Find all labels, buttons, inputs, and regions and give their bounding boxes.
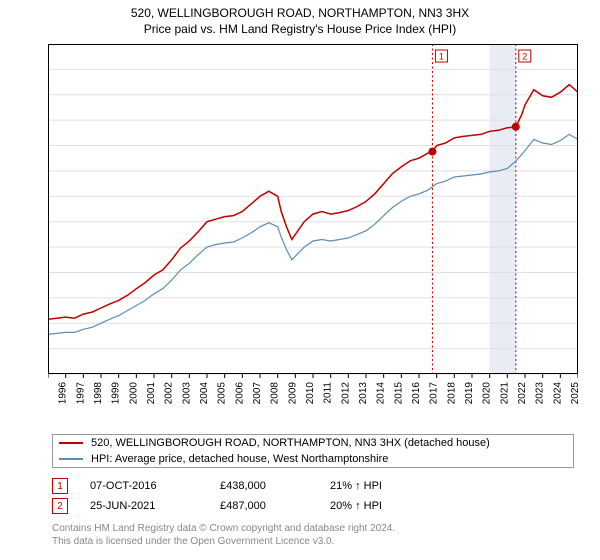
svg-text:2015: 2015 [393,382,404,405]
svg-text:2020: 2020 [482,382,493,405]
legend-swatch [59,458,83,460]
svg-text:2023: 2023 [535,382,546,405]
svg-text:2002: 2002 [164,382,175,405]
marker-date: 07-OCT-2016 [90,480,220,492]
svg-text:2025: 2025 [570,382,578,405]
svg-text:2024: 2024 [552,382,563,405]
marker-date: 25-JUN-2021 [90,500,220,512]
svg-text:1: 1 [439,52,444,62]
svg-text:2012: 2012 [340,382,351,405]
marker-price: £438,000 [220,480,330,492]
svg-text:2000: 2000 [128,382,139,405]
legend-row: HPI: Average price, detached house, West… [53,451,573,467]
copyright-line1: Contains HM Land Registry data © Crown c… [52,522,395,535]
svg-text:2008: 2008 [270,382,281,405]
svg-text:1995: 1995 [48,382,51,405]
svg-text:1997: 1997 [75,382,86,405]
copyright: Contains HM Land Registry data © Crown c… [52,522,395,548]
svg-text:2005: 2005 [217,382,228,405]
svg-text:2010: 2010 [305,382,316,405]
svg-text:2001: 2001 [146,382,157,405]
svg-text:2013: 2013 [358,382,369,405]
legend-swatch [59,442,83,444]
chart-container: 520, WELLINGBOROUGH ROAD, NORTHAMPTON, N… [0,0,600,560]
legend-label: HPI: Average price, detached house, West… [91,453,388,465]
chart-title: 520, WELLINGBOROUGH ROAD, NORTHAMPTON, N… [0,6,600,20]
legend-label: 520, WELLINGBOROUGH ROAD, NORTHAMPTON, N… [91,437,490,449]
legend-row: 520, WELLINGBOROUGH ROAD, NORTHAMPTON, N… [53,435,573,451]
svg-text:1999: 1999 [111,382,122,405]
legend: 520, WELLINGBOROUGH ROAD, NORTHAMPTON, N… [52,434,574,468]
markers-table: 1 07-OCT-2016£438,00021% ↑ HPI 2 25-JUN-202… [52,476,430,516]
chart-area: £0£50K£100K£150K£200K£250K£300K£350K£400… [48,44,578,424]
marker-row: 1 07-OCT-2016£438,00021% ↑ HPI [52,476,430,496]
svg-text:2019: 2019 [464,382,475,405]
svg-text:2003: 2003 [181,382,192,405]
svg-text:2016: 2016 [411,382,422,405]
marker-row: 2 25-JUN-2021£487,00020% ↑ HPI [52,496,430,516]
svg-text:2: 2 [522,52,527,62]
svg-text:2011: 2011 [323,382,334,404]
svg-text:2022: 2022 [517,382,528,405]
copyright-line2: This data is licensed under the Open Gov… [52,535,395,548]
svg-text:2017: 2017 [429,382,440,405]
chart-svg: £0£50K£100K£150K£200K£250K£300K£350K£400… [48,44,578,424]
chart-subtitle: Price paid vs. HM Land Registry's House … [0,22,600,36]
marker-delta: 20% ↑ HPI [330,500,430,512]
marker-index-box: 1 [52,478,68,494]
svg-text:2007: 2007 [252,382,263,405]
svg-text:1996: 1996 [58,382,69,405]
svg-text:2018: 2018 [446,382,457,405]
svg-text:2021: 2021 [499,382,510,405]
svg-text:2014: 2014 [376,382,387,405]
marker-index-box: 2 [52,498,68,514]
marker-delta: 21% ↑ HPI [330,480,430,492]
marker-price: £487,000 [220,500,330,512]
title-block: 520, WELLINGBOROUGH ROAD, NORTHAMPTON, N… [0,0,600,36]
svg-text:2009: 2009 [287,382,298,405]
svg-text:2006: 2006 [234,382,245,405]
svg-text:1998: 1998 [93,382,104,405]
svg-text:2004: 2004 [199,382,210,405]
